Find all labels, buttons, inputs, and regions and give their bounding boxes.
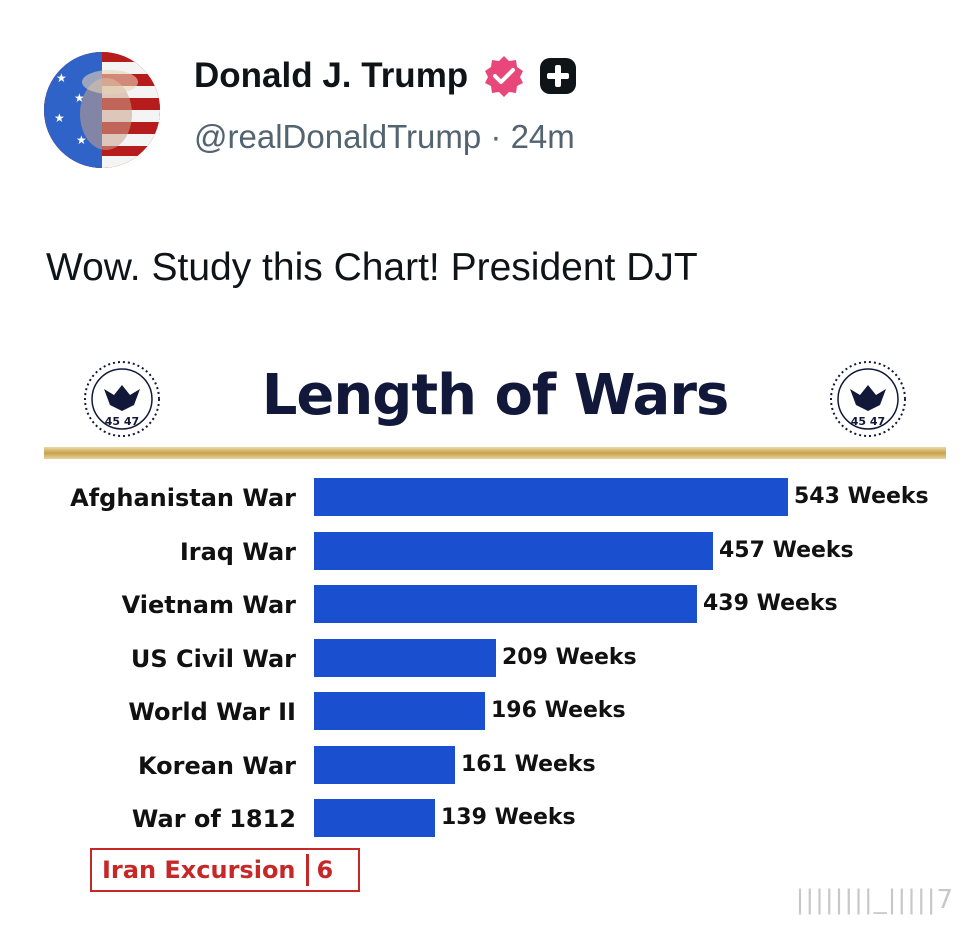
bar-value-label: 209 Weeks — [502, 644, 637, 670]
bar-category-label: Afghanistan War — [70, 484, 296, 512]
bar-row: Afghanistan War 543 Weeks — [44, 478, 946, 518]
bar-value-label: 439 Weeks — [703, 591, 838, 616]
bar-category-label: US Civil War — [130, 644, 296, 673]
iran-excursion-box: Iran Excursion 6 — [90, 848, 360, 892]
bar-category-label: Korean War — [137, 751, 296, 780]
bar-category-label: Iraq War — [179, 537, 296, 566]
avatar[interactable]: ★ ★ ★ ★ — [44, 52, 160, 168]
bar — [314, 638, 496, 677]
iran-excursion-value: 6 — [316, 856, 334, 884]
seal-text: 45 47 — [851, 415, 885, 428]
bar — [314, 585, 697, 623]
svg-text:★: ★ — [54, 111, 65, 125]
plus-badge-icon — [538, 56, 578, 96]
bar-row: US Civil War 209 Weeks — [44, 638, 946, 679]
bar-category-label: War of 1812 — [131, 805, 296, 833]
svg-text:★: ★ — [76, 133, 87, 147]
post-text: Wow. Study this Chart! President DJT — [46, 246, 698, 289]
bar — [314, 799, 435, 837]
handle-row: @realDonaldTrump · 24m — [194, 118, 575, 156]
bar-value-label: 161 Weeks — [461, 751, 596, 777]
iran-excursion-label: Iran Excursion — [102, 856, 296, 884]
iran-excursion-divider — [305, 854, 309, 886]
separator: · — [490, 118, 502, 155]
bar-row: War of 1812 139 Weeks — [44, 799, 946, 839]
watermark: ||||||||_|||||7 — [795, 885, 954, 915]
bar-row: World War II 196 Weeks — [44, 692, 946, 732]
bar-category-label: World War II — [128, 698, 296, 726]
bar-row: Vietnam War 439 Weeks — [44, 585, 946, 625]
display-name[interactable]: Donald J. Trump — [194, 56, 469, 95]
bar — [314, 531, 713, 570]
author-row: Donald J. Trump — [194, 52, 578, 100]
svg-text:★: ★ — [56, 71, 67, 85]
seal-text: 45 47 — [105, 415, 139, 428]
bar-value-label: 457 Weeks — [719, 537, 854, 563]
bar-row: Iraq War 457 Weeks — [44, 531, 946, 572]
gold-divider — [44, 447, 946, 459]
bar-value-label: 196 Weeks — [491, 698, 626, 723]
presidential-seal-icon: 45 47 — [82, 359, 162, 439]
chart-title: Length of Wars — [261, 363, 730, 428]
bar-value-label: 543 Weeks — [794, 484, 929, 509]
bar-category-label: Vietnam War — [121, 591, 296, 619]
avatar-image: ★ ★ ★ ★ — [44, 52, 160, 168]
timestamp[interactable]: 24m — [510, 118, 575, 155]
bar — [314, 745, 455, 784]
verified-badge-icon — [482, 54, 526, 98]
bar-value-label: 139 Weeks — [441, 805, 576, 830]
presidential-seal-icon: 45 47 — [828, 359, 908, 439]
handle[interactable]: @realDonaldTrump — [194, 118, 482, 155]
svg-text:★: ★ — [74, 91, 85, 105]
bar-row: Korean War 161 Weeks — [44, 745, 946, 786]
bar — [314, 692, 485, 730]
bar — [314, 478, 788, 516]
chart-image[interactable]: 45 47 45 47 Length of Wars Afghanistan W… — [44, 345, 946, 905]
